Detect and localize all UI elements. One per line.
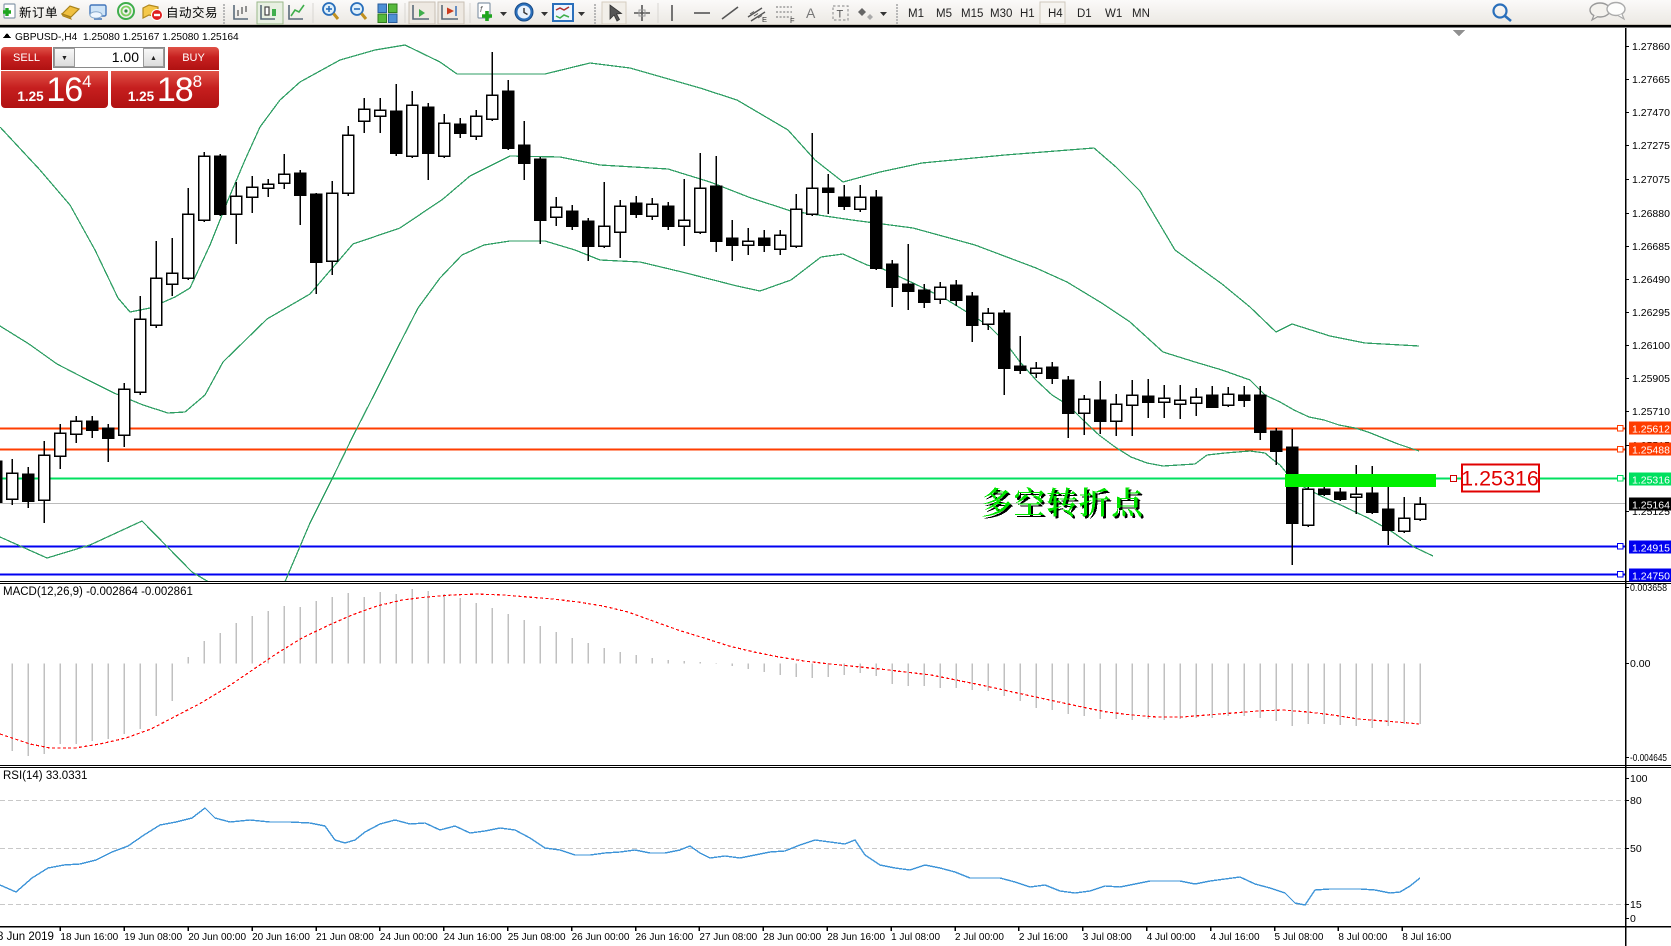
svg-text:100: 100: [1630, 773, 1648, 785]
svg-text:MN: MN: [1132, 8, 1150, 20]
svg-text:GBPUSD-,H4 1.25080 1.25167 1.: GBPUSD-,H4 1.25080 1.25167 1.25080 1.251…: [15, 32, 239, 43]
svg-text:20 Jun 00:00: 20 Jun 00:00: [188, 932, 246, 943]
svg-text:W1: W1: [1105, 8, 1122, 20]
svg-text:1.24750: 1.24750: [1632, 571, 1670, 583]
svg-text:1.27075: 1.27075: [1632, 174, 1670, 186]
svg-text:1.26100: 1.26100: [1632, 340, 1670, 352]
svg-text:1.25488: 1.25488: [1632, 445, 1670, 457]
svg-text:A: A: [806, 5, 816, 21]
svg-text:26 Jun 00:00: 26 Jun 00:00: [572, 932, 630, 943]
svg-text:1.25612: 1.25612: [1632, 424, 1670, 436]
svg-text:1.27860: 1.27860: [1632, 41, 1670, 53]
svg-text:1.27275: 1.27275: [1632, 140, 1670, 152]
svg-text:1.26685: 1.26685: [1632, 241, 1670, 253]
svg-text:0.003658: 0.003658: [1630, 582, 1667, 594]
svg-text:26 Jun 16:00: 26 Jun 16:00: [636, 932, 694, 943]
svg-text:15: 15: [1630, 899, 1642, 911]
svg-text:25 Jun 08:00: 25 Jun 08:00: [508, 932, 566, 943]
svg-text:2 Jul 00:00: 2 Jul 00:00: [955, 932, 1004, 943]
svg-text:1.25164: 1.25164: [1632, 500, 1670, 512]
svg-text:18 Jun 16:00: 18 Jun 16:00: [60, 932, 118, 943]
svg-text:24 Jun 16:00: 24 Jun 16:00: [444, 932, 502, 943]
svg-text:50: 50: [1630, 843, 1642, 855]
svg-text:RSI(14) 33.0331: RSI(14) 33.0331: [3, 770, 87, 782]
svg-text:D1: D1: [1077, 8, 1092, 20]
svg-text:8 Jul 16:00: 8 Jul 16:00: [1402, 932, 1451, 943]
svg-text:M1: M1: [908, 8, 924, 20]
svg-text:0: 0: [1630, 913, 1636, 925]
svg-text:4 Jul 16:00: 4 Jul 16:00: [1211, 932, 1260, 943]
svg-text:f: f: [480, 5, 483, 14]
svg-text:F: F: [790, 16, 795, 25]
svg-text:1.24915: 1.24915: [1632, 543, 1670, 555]
svg-text:3 Jul 08:00: 3 Jul 08:00: [1083, 932, 1132, 943]
svg-text:8 Jul 00:00: 8 Jul 00:00: [1338, 932, 1387, 943]
svg-text:1.25905: 1.25905: [1632, 373, 1670, 385]
svg-text:M15: M15: [961, 8, 983, 20]
svg-text:M5: M5: [936, 8, 952, 20]
svg-text:1.25316: 1.25316: [1632, 475, 1670, 487]
svg-text:1.25710: 1.25710: [1632, 406, 1670, 418]
svg-text:20 Jun 16:00: 20 Jun 16:00: [252, 932, 310, 943]
svg-text:21 Jun 08:00: 21 Jun 08:00: [316, 932, 374, 943]
svg-text:-0.004645: -0.004645: [1630, 752, 1667, 764]
svg-text:H1: H1: [1020, 8, 1035, 20]
svg-text:27 Jun 08:00: 27 Jun 08:00: [699, 932, 757, 943]
svg-text:E: E: [762, 15, 767, 24]
svg-text:T: T: [837, 9, 844, 21]
svg-text:1.26880: 1.26880: [1632, 208, 1670, 220]
svg-text:2 Jul 16:00: 2 Jul 16:00: [1019, 932, 1068, 943]
svg-text:4 Jul 00:00: 4 Jul 00:00: [1147, 932, 1196, 943]
svg-text:24 Jun 00:00: 24 Jun 00:00: [380, 932, 438, 943]
svg-text:H4: H4: [1048, 8, 1063, 20]
svg-text:MACD(12,26,9) -0.002864 -0.002: MACD(12,26,9) -0.002864 -0.002861: [3, 586, 193, 598]
svg-text:28 Jun 00:00: 28 Jun 00:00: [763, 932, 821, 943]
svg-text:0.00: 0.00: [1630, 658, 1651, 670]
svg-text:1.26295: 1.26295: [1632, 307, 1670, 319]
svg-text:28 Jun 16:00: 28 Jun 16:00: [827, 932, 885, 943]
svg-text:8 Jun 2019: 8 Jun 2019: [0, 931, 54, 943]
svg-text:19 Jun 08:00: 19 Jun 08:00: [124, 932, 182, 943]
svg-text:80: 80: [1630, 795, 1642, 807]
svg-text:1.27470: 1.27470: [1632, 107, 1670, 119]
svg-text:1.25316: 1.25316: [1461, 467, 1539, 491]
svg-text:1 Jul 08:00: 1 Jul 08:00: [891, 932, 940, 943]
svg-text:M30: M30: [990, 8, 1012, 20]
svg-text:1.27665: 1.27665: [1632, 74, 1670, 86]
svg-text:5 Jul 08:00: 5 Jul 08:00: [1275, 932, 1324, 943]
svg-text:1.26490: 1.26490: [1632, 274, 1670, 286]
